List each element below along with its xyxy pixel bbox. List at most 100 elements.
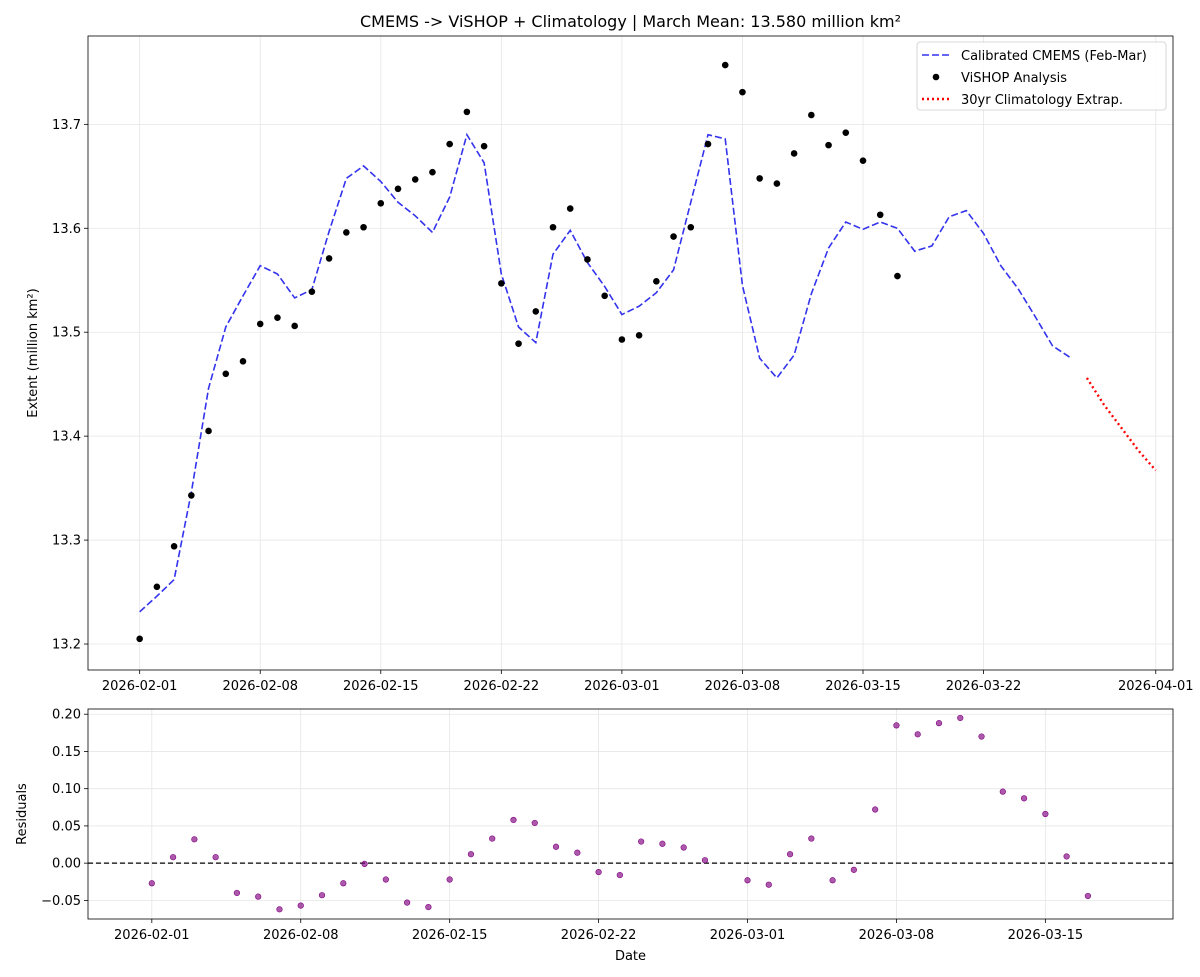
vishop-point bbox=[291, 322, 298, 330]
residual-point bbox=[744, 877, 751, 884]
vishop-point bbox=[429, 168, 436, 176]
residual-point bbox=[340, 880, 347, 887]
vishop-point bbox=[153, 583, 161, 591]
vishop-point bbox=[239, 358, 247, 365]
main-x-tick-label: 2026-03-01 bbox=[584, 679, 660, 694]
main-y-tick-label: 13.7 bbox=[52, 118, 81, 133]
residual-point bbox=[829, 877, 836, 884]
resid-y-tick-label: 0.05 bbox=[52, 819, 81, 834]
vishop-point bbox=[411, 176, 419, 183]
main-x-tick-label: 2026-03-15 bbox=[825, 679, 901, 694]
residual-point bbox=[212, 854, 219, 861]
residual-point bbox=[148, 880, 155, 887]
resid-frame bbox=[87, 708, 1174, 920]
main-x-tick-label: 2026-02-22 bbox=[464, 679, 540, 694]
residual-point bbox=[786, 851, 794, 858]
vishop-point bbox=[256, 320, 264, 328]
residual-point bbox=[999, 788, 1006, 795]
residual-point bbox=[255, 893, 262, 900]
vishop-point bbox=[635, 332, 643, 339]
residual-point bbox=[638, 838, 645, 845]
residual-point bbox=[935, 720, 943, 727]
vishop-point bbox=[377, 200, 385, 207]
main-y-tick-label: 13.3 bbox=[52, 534, 81, 549]
cmems-line bbox=[139, 132, 1071, 613]
residual-point bbox=[382, 876, 389, 883]
vishop-point bbox=[308, 288, 316, 295]
vishop-point bbox=[463, 108, 471, 116]
resid-y-tick-label: 0.15 bbox=[52, 745, 81, 760]
legend-box bbox=[916, 41, 1167, 111]
vishop-point bbox=[721, 61, 729, 69]
main-y-tick-label: 13.5 bbox=[52, 326, 81, 341]
main-y-label: Extent (million km²) bbox=[26, 288, 41, 417]
residual-point bbox=[191, 836, 198, 843]
residual-point bbox=[425, 903, 432, 911]
main-y-tick-label: 13.2 bbox=[52, 638, 81, 653]
vishop-point bbox=[687, 223, 695, 231]
residual-point bbox=[489, 835, 496, 842]
residual-point bbox=[659, 840, 666, 847]
residual-point bbox=[276, 906, 283, 913]
main-x-tick-label: 2026-03-08 bbox=[705, 679, 781, 694]
vishop-point bbox=[773, 180, 781, 187]
residual-point bbox=[531, 819, 538, 827]
legend-label: ViSHOP Analysis bbox=[961, 71, 1067, 86]
legend-label: 30yr Climatology Extrap. bbox=[961, 93, 1123, 108]
residual-point bbox=[957, 714, 964, 722]
vishop-point bbox=[670, 233, 677, 240]
vishop-point bbox=[704, 140, 712, 148]
vishop-point bbox=[859, 157, 867, 165]
resid-y-tick-label: 0.00 bbox=[52, 857, 81, 872]
resid-y-tick-label: 0.10 bbox=[52, 782, 81, 797]
vishop-point bbox=[498, 280, 505, 287]
residual-point bbox=[446, 876, 453, 883]
legend-label: Calibrated CMEMS (Feb-Mar) bbox=[961, 49, 1147, 64]
vishop-point bbox=[549, 223, 557, 231]
residual-point bbox=[765, 881, 772, 888]
residual-point bbox=[1084, 892, 1092, 900]
residual-point bbox=[872, 806, 879, 813]
vishop-point bbox=[188, 492, 195, 499]
vishop-point bbox=[825, 141, 832, 149]
residual-point bbox=[850, 866, 857, 873]
resid-x-label: Date bbox=[615, 949, 646, 964]
vishop-point bbox=[394, 185, 402, 193]
residual-point bbox=[467, 851, 475, 858]
main-title: CMEMS -> ViSHOP + Climatology | March Me… bbox=[360, 12, 901, 31]
vishop-point bbox=[360, 223, 367, 231]
resid-x-tick-label: 2026-02-01 bbox=[114, 928, 190, 943]
residual-point bbox=[404, 899, 411, 906]
vishop-point bbox=[756, 175, 763, 182]
vishop-point bbox=[446, 140, 453, 148]
main-x-tick-label: 2026-02-08 bbox=[222, 679, 298, 694]
resid-y-tick-label: −0.05 bbox=[41, 894, 81, 909]
residual-point bbox=[574, 849, 581, 856]
vishop-point bbox=[790, 150, 798, 157]
vishop-point bbox=[136, 635, 143, 643]
vishop-point bbox=[515, 340, 522, 347]
residual-point bbox=[701, 857, 709, 864]
vishop-point bbox=[876, 211, 884, 219]
main-frame bbox=[87, 35, 1174, 671]
resid-y-label: Residuals bbox=[15, 783, 30, 845]
vishop-point bbox=[584, 256, 591, 263]
resid-x-tick-label: 2026-03-08 bbox=[859, 928, 935, 943]
main-x-tick-label: 2026-02-15 bbox=[343, 679, 419, 694]
residual-point bbox=[318, 892, 326, 899]
residual-point bbox=[233, 889, 241, 897]
residual-point bbox=[552, 843, 560, 850]
resid-x-tick-label: 2026-02-08 bbox=[263, 928, 339, 943]
residual-point bbox=[893, 722, 900, 729]
residual-point bbox=[169, 854, 177, 861]
residual-point bbox=[808, 835, 815, 842]
resid-x-tick-label: 2026-02-22 bbox=[561, 928, 637, 943]
vishop-point bbox=[532, 308, 540, 315]
vishop-point bbox=[222, 370, 230, 378]
vishop-point bbox=[653, 277, 660, 285]
residual-point bbox=[297, 902, 304, 909]
residual-point bbox=[595, 868, 602, 876]
residual-point bbox=[361, 860, 368, 867]
residual-point bbox=[1063, 853, 1070, 860]
